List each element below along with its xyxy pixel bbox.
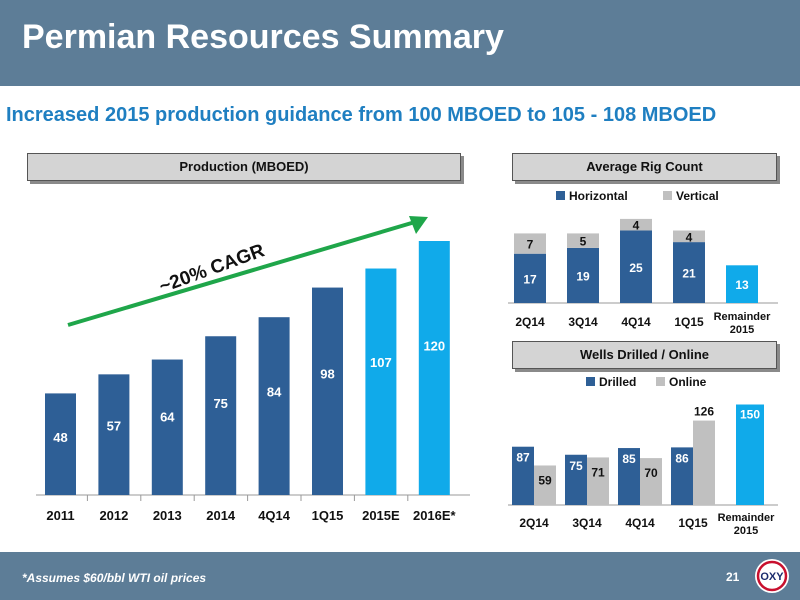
production-value-label: 75 [213, 396, 227, 411]
wells-category-label: 2Q14 [519, 516, 549, 530]
production-value-label: 98 [320, 367, 334, 382]
rig-bar-horizontal-3Q14 [567, 247, 599, 303]
wells-online-value-label: 59 [538, 473, 552, 487]
legend-label-horizontal: Horizontal [569, 189, 628, 203]
page-subtitle: Increased 2015 production guidance from … [6, 104, 717, 126]
wells-bar-online-2Q14 [534, 465, 556, 505]
production-category-label: 2011 [46, 508, 74, 523]
production-category-label: 1Q15 [312, 508, 344, 523]
production-value-label: 84 [267, 384, 282, 399]
rig-category-label: 1Q15 [674, 315, 704, 329]
wells-category-label: 4Q14 [625, 516, 655, 530]
wells-online-value-label: 126 [694, 405, 714, 419]
wells-category-label: 1Q15 [678, 516, 708, 530]
production-category-label: 4Q14 [258, 508, 291, 523]
legend-swatch-drilled [586, 377, 595, 386]
wells-bar-drilled-4Q14 [618, 448, 640, 505]
wells-category-label: 3Q14 [572, 516, 602, 530]
production-bar-2015E [365, 268, 397, 495]
production-value-label: 120 [423, 339, 445, 354]
production-bar-2014 [205, 336, 237, 495]
oxy-logo: OXY [755, 559, 789, 593]
legend-swatch-horizontal [556, 191, 565, 200]
rig-category-label: 4Q14 [621, 315, 651, 329]
production-bar-2012 [98, 374, 130, 495]
legend-label-vertical: Vertical [676, 189, 719, 203]
rig-vertical-value-label: 7 [527, 238, 534, 252]
rig-chart-title: Average Rig Count [512, 153, 777, 181]
rig-bar-vertical-1Q15 [673, 230, 705, 243]
production-bar-2016E* [418, 241, 450, 495]
production-category-label: 2015E [362, 508, 400, 523]
wells-online-value-label: 150 [740, 408, 760, 422]
rig-category-label: Remainder [714, 311, 772, 323]
cagr-arrow-head [409, 216, 428, 234]
production-bar-2011 [45, 393, 76, 495]
production-category-label: 2016E* [413, 508, 457, 523]
wells-drilled-value-label: 86 [675, 451, 689, 465]
legend-swatch-online [656, 377, 665, 386]
production-value-label: 48 [53, 430, 67, 445]
wells-category-label: Remainder [718, 512, 776, 524]
rig-bar-horizontal-2Q14 [514, 253, 546, 303]
wells-bar-drilled-3Q14 [565, 454, 587, 505]
wells-category-label: 2015 [734, 525, 758, 537]
oxy-logo-text: OXY [760, 571, 784, 583]
production-bar-4Q14 [258, 317, 290, 495]
wells-drilled-value-label: 75 [569, 459, 583, 473]
rig-vertical-value-label: 5 [580, 235, 587, 249]
wells-bar-online-1Q15 [693, 420, 715, 505]
footnote: *Assumes $60/bbl WTI oil prices [22, 571, 207, 585]
production-bar-2013 [151, 359, 183, 495]
wells-drilled-value-label: 87 [516, 451, 530, 465]
rig-bar-vertical-3Q14 [567, 233, 599, 248]
cagr-arrow-line [67, 220, 416, 327]
production-value-label: 64 [160, 410, 175, 425]
wells-bar-online-3Q14 [587, 457, 609, 505]
rig-horizontal-value-label: 13 [735, 278, 749, 292]
production-value-label: 57 [107, 419, 121, 434]
wells-online-value-label: 70 [644, 466, 658, 480]
production-category-label: 2014 [206, 508, 236, 523]
header-bar: Permian Resources Summary [0, 0, 800, 86]
production-category-label: 2013 [153, 508, 182, 523]
production-value-label: 107 [370, 355, 392, 370]
rig-bar-horizontal-4Q14 [620, 230, 652, 303]
wells-bar-online-4Q14 [640, 458, 662, 505]
production-chart-title: Production (MBOED) [27, 153, 461, 181]
rig-horizontal-value-label: 25 [629, 261, 643, 275]
rig-bar-vertical-4Q14 [620, 218, 652, 231]
page-title: Permian Resources Summary [22, 18, 504, 56]
production-category-label: 2012 [99, 508, 128, 523]
rig-bar-vertical-2Q14 [514, 233, 546, 254]
legend-label-online: Online [669, 375, 707, 389]
wells-bar-drilled-1Q15 [671, 447, 693, 505]
rig-bar-horizontal-1Q15 [673, 242, 705, 303]
rig-category-label: 3Q14 [568, 315, 598, 329]
footer-bar: *Assumes $60/bbl WTI oil prices 21 OXY [0, 552, 800, 600]
wells-chart-title: Wells Drilled / Online [512, 341, 777, 369]
rig-category-label: 2Q14 [515, 315, 545, 329]
wells-bar-drilled-2Q14 [512, 446, 534, 505]
legend-swatch-vertical [663, 191, 672, 200]
production-bar-1Q15 [312, 287, 343, 495]
rig-horizontal-value-label: 21 [682, 267, 696, 281]
wells-drilled-value-label: 85 [622, 452, 636, 466]
rig-horizontal-value-label: 17 [523, 272, 537, 286]
rig-vertical-value-label: 4 [633, 219, 640, 233]
wells-bar-online-Remainder 2015 [736, 404, 764, 505]
legend-label-drilled: Drilled [599, 375, 636, 389]
rig-vertical-value-label: 4 [686, 230, 693, 244]
page-number: 21 [726, 570, 740, 584]
wells-online-value-label: 71 [591, 465, 605, 479]
rig-bar-horizontal-Remainder 2015 [726, 265, 758, 303]
rig-category-label: 2015 [730, 324, 754, 336]
rig-horizontal-value-label: 19 [576, 269, 590, 283]
